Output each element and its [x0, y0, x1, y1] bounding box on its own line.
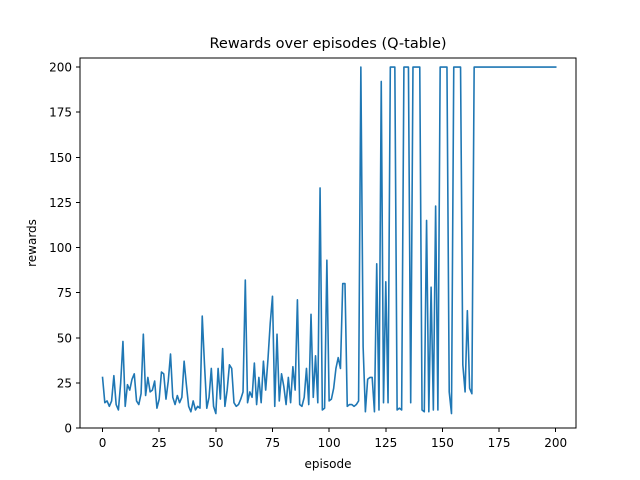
x-tick-label: 50 — [208, 436, 223, 450]
y-axis-label: rewards — [25, 219, 39, 267]
x-tick-label: 175 — [488, 436, 511, 450]
y-tick-label: 0 — [64, 422, 72, 436]
y-tick-label: 75 — [57, 286, 72, 300]
x-tick-label: 25 — [152, 436, 167, 450]
chart-title: Rewards over episodes (Q-table) — [209, 36, 446, 52]
rewards-series-line — [101, 66, 557, 415]
x-tick-label: 150 — [431, 436, 454, 450]
x-axis-label: episode — [305, 457, 352, 471]
x-tick-label: 0 — [99, 436, 107, 450]
x-tick-label: 125 — [374, 436, 397, 450]
y-tick-label: 100 — [49, 241, 72, 255]
ticks: 0 25 50 75 100 125 150 175 200 0 25 50 75 100 125 150 17… — [49, 61, 567, 450]
y-tick-label: 50 — [57, 331, 72, 345]
series-layer — [101, 66, 557, 415]
y-tick-label: 25 — [57, 376, 72, 390]
y-tick-label: 125 — [49, 196, 72, 210]
x-tick-label: 100 — [318, 436, 341, 450]
y-tick-label: 175 — [49, 106, 72, 120]
y-tick-label: 150 — [49, 151, 72, 165]
x-tick-label: 75 — [265, 436, 280, 450]
x-tick-label: 200 — [544, 436, 567, 450]
plot-frame — [79, 57, 577, 429]
y-tick-label: 200 — [49, 61, 72, 75]
